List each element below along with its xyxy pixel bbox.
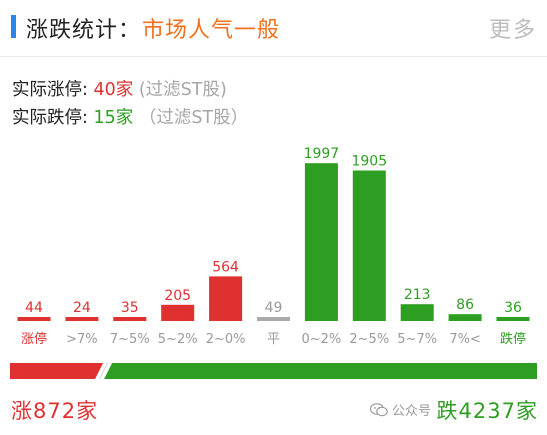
bar-value-label: 213 [404,287,431,303]
category-label: 0~2% [302,332,342,347]
chart-bar [257,317,290,321]
limit-down-note: （过滤ST股） [133,108,249,128]
chart-bar [161,304,195,321]
up-down-ratio-bar [0,360,547,382]
more-link[interactable]: 更多 [488,18,537,43]
category-label: 7%< [449,332,481,347]
category-label: 2~5% [349,332,389,347]
category-label: 涨停 [21,331,47,347]
watermark-text: 公众号 [392,404,432,419]
chart-bar [113,317,147,321]
total-down-count: 跌4237家 [436,399,538,423]
category-label: 7~5% [110,332,150,347]
bar-value-label: 24 [73,300,91,316]
header: 涨跌统计： 市场人气一般 更多 [0,0,547,56]
chart-bar [496,317,530,321]
category-label: 5~7% [397,332,437,347]
chart-bar [17,317,51,321]
category-label: 2~0% [206,332,246,347]
bar-value-label: 1997 [304,146,340,162]
limit-down-prefix: 实际跌停: [12,108,94,128]
chart-bar [448,314,482,321]
ratio-bar-up-segment [10,363,104,379]
distribution-chart-svg: 44 涨停 24 >7% 35 7~5% 205 5~2% 564 2~0% 49 平 1997 0~2%… [17,146,530,347]
header-divider [0,56,547,57]
chart-bar [304,163,338,321]
bar-value-label: 35 [121,300,139,316]
bar-value-label: 44 [25,300,43,316]
ratio-bar-flat-segment [99,363,109,379]
category-label: 5~2% [158,332,198,347]
chart-bar [65,317,99,321]
limit-up-value: 40家 [93,80,134,100]
limit-down-stat: 实际跌停: 15家 （过滤ST股） [12,104,248,129]
chart-bar [209,276,243,321]
bar-value-label: 36 [504,300,522,316]
limit-up-stat: 实际涨停: 40家 (过滤ST股) [12,76,227,101]
category-label: 平 [267,332,280,347]
ratio-bar-down-segment [104,363,537,379]
limit-down-value: 15家 [93,108,134,128]
watermark: 公众号 [369,400,432,419]
market-sentiment: 市场人气一般 [142,18,281,43]
limit-up-prefix: 实际涨停: [12,80,94,100]
distribution-chart: 44 涨停 24 >7% 35 7~5% 205 5~2% 564 2~0% 49 平 1997 0~2%… [0,135,547,350]
bar-value-label: 205 [164,288,191,304]
limit-up-note: (过滤ST股) [133,80,227,100]
chart-bar [352,170,386,321]
ratio-bar-svg [10,363,537,379]
bar-value-label: 564 [212,259,239,275]
bar-value-label: 1905 [351,154,387,170]
wechat-icon [369,402,388,417]
category-label: 跌停 [500,331,526,347]
category-label: >7% [66,332,98,347]
section-title: 涨跌统计： [26,18,142,43]
total-up-count: 涨872家 [11,399,99,423]
header-accent-bar [11,15,16,38]
chart-bar [400,304,434,321]
bar-value-label: 86 [456,297,474,313]
bar-value-label: 49 [265,300,283,316]
